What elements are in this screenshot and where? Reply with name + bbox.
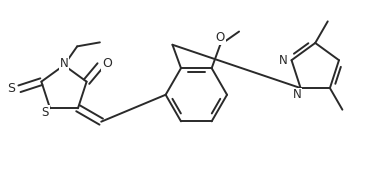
Text: O: O (216, 31, 225, 44)
Text: S: S (7, 82, 15, 95)
Text: O: O (102, 57, 112, 70)
Text: N: N (279, 54, 288, 67)
Text: S: S (42, 106, 49, 119)
Text: N: N (292, 88, 301, 101)
Text: N: N (60, 57, 69, 70)
